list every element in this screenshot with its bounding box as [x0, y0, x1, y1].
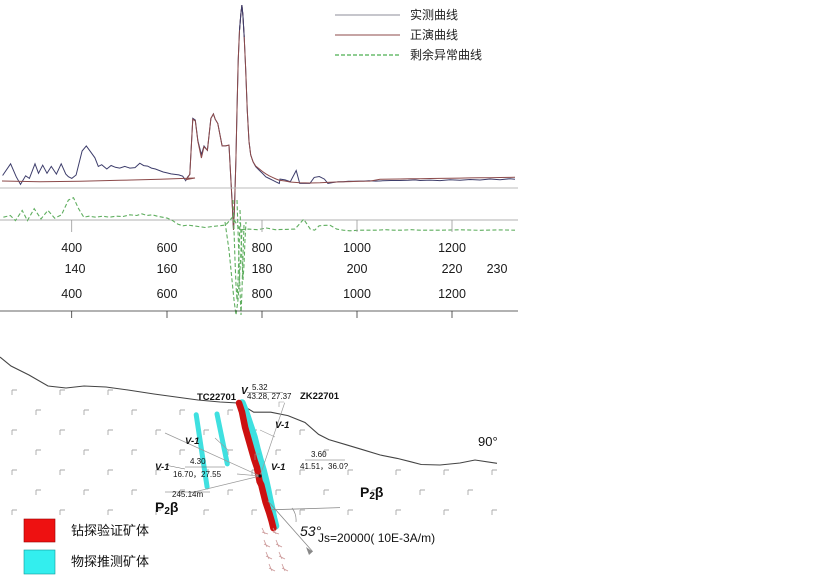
svg-text:V-1: V-1: [185, 436, 199, 447]
svg-text:600: 600: [157, 241, 178, 255]
svg-text:1000: 1000: [343, 287, 371, 301]
svg-text:400: 400: [61, 287, 82, 301]
svg-text:180: 180: [252, 262, 273, 276]
svg-text:剩余异常曲线: 剩余异常曲线: [410, 47, 482, 62]
svg-text:245.14m: 245.14m: [172, 490, 203, 499]
svg-text:ZK22701: ZK22701: [300, 391, 340, 402]
svg-text:43.28, 27.37: 43.28, 27.37: [247, 392, 292, 401]
svg-text:1000: 1000: [343, 241, 371, 255]
svg-text:V-1: V-1: [275, 420, 289, 431]
svg-text:160: 160: [157, 262, 178, 276]
svg-text:140: 140: [65, 262, 86, 276]
svg-text:220: 220: [442, 262, 463, 276]
svg-text:物探推测矿体: 物探推测矿体: [71, 554, 149, 569]
svg-text:V-1: V-1: [271, 462, 285, 473]
svg-text:5.32: 5.32: [252, 383, 268, 392]
svg-text:3.60: 3.60: [311, 450, 327, 459]
svg-text:正演曲线: 正演曲线: [410, 27, 458, 42]
svg-text:400: 400: [61, 241, 82, 255]
svg-text:V-1: V-1: [155, 462, 169, 473]
svg-text:Js=20000( 10E-3A/m): Js=20000( 10E-3A/m): [318, 531, 435, 545]
svg-text:实测曲线: 实测曲线: [410, 7, 458, 22]
svg-text:4.30: 4.30: [190, 457, 206, 466]
svg-text:200: 200: [347, 262, 368, 276]
svg-text:1200: 1200: [438, 287, 466, 301]
svg-text:800: 800: [252, 287, 273, 301]
svg-text:90°: 90°: [478, 434, 498, 449]
svg-text:TC22701: TC22701: [197, 392, 237, 403]
svg-text:800: 800: [252, 241, 273, 255]
svg-text:41.51，36.0?: 41.51，36.0?: [300, 462, 349, 471]
svg-text:600: 600: [157, 287, 178, 301]
svg-text:230: 230: [487, 262, 508, 276]
svg-text:1200: 1200: [438, 241, 466, 255]
svg-text:钻探验证矿体: 钻探验证矿体: [71, 523, 149, 538]
svg-text:16.70，27.55: 16.70，27.55: [173, 470, 222, 479]
